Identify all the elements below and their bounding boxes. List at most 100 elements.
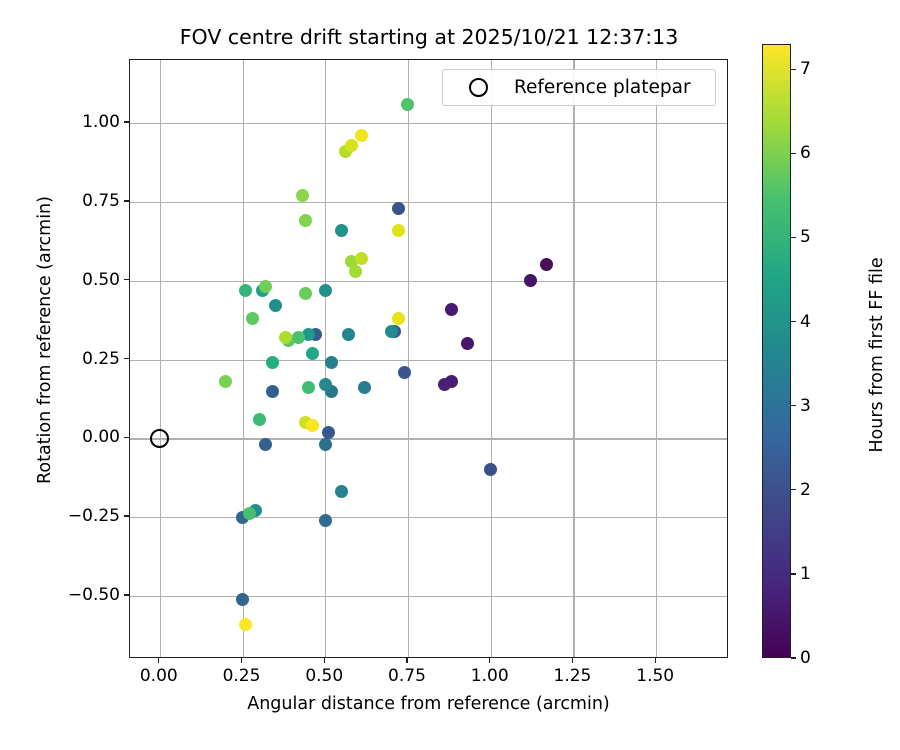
scatter-point bbox=[391, 201, 405, 215]
x-tick bbox=[571, 658, 574, 663]
scatter-point bbox=[265, 384, 279, 398]
y-tick bbox=[124, 121, 129, 123]
legend-entry-label: Reference platepar bbox=[514, 77, 691, 98]
scatter-point bbox=[239, 283, 253, 297]
scatter-point bbox=[302, 381, 316, 395]
scatter-point bbox=[540, 258, 554, 272]
x-tick-label: 0.75 bbox=[388, 666, 426, 686]
x-axis-label: Angular distance from reference (arcmin) bbox=[247, 694, 610, 714]
scatter-point bbox=[298, 214, 312, 228]
scatter-point bbox=[461, 337, 475, 351]
colorbar-tick bbox=[791, 657, 796, 659]
scatter-point bbox=[295, 189, 309, 203]
x-tick-label: 0.00 bbox=[139, 666, 178, 686]
scatter-point bbox=[523, 274, 537, 288]
scatter-point bbox=[269, 299, 283, 313]
gridline-vertical bbox=[573, 60, 575, 657]
x-tick-label: 0.25 bbox=[222, 666, 261, 686]
x-tick-label: 0.50 bbox=[305, 666, 344, 686]
colorbar-tick bbox=[791, 320, 796, 323]
colorbar-tick bbox=[791, 573, 796, 575]
colorbar-label: Hours from first FF file bbox=[867, 257, 887, 453]
scatter-point bbox=[219, 375, 233, 389]
gridline-horizontal bbox=[130, 201, 727, 204]
y-tick-label: −0.50 bbox=[67, 584, 120, 605]
colorbar-tick bbox=[791, 152, 796, 155]
legend[interactable]: Reference platepar bbox=[442, 69, 716, 106]
colorbar[interactable] bbox=[762, 44, 791, 658]
x-tick-label: 1.00 bbox=[470, 666, 509, 686]
scatter-point bbox=[322, 425, 336, 439]
scatter-point bbox=[384, 324, 398, 338]
gridline-vertical bbox=[490, 60, 492, 657]
scatter-point bbox=[355, 129, 369, 143]
colorbar-tick-label: 5 bbox=[800, 227, 811, 248]
scatter-point bbox=[318, 438, 332, 452]
scatter-point bbox=[279, 330, 293, 344]
scatter-point bbox=[245, 312, 259, 326]
y-axis-label: Rotation from reference (arcmin) bbox=[35, 196, 55, 484]
scatter-point bbox=[259, 438, 273, 452]
scatter-point bbox=[391, 223, 405, 237]
y-tick bbox=[124, 436, 129, 439]
scatter-point bbox=[355, 252, 369, 266]
gridline-vertical bbox=[159, 60, 161, 657]
gridline-horizontal bbox=[130, 595, 727, 598]
scatter-point bbox=[236, 592, 250, 606]
colorbar-tick-label: 2 bbox=[800, 479, 811, 500]
scatter-point bbox=[239, 617, 253, 631]
colorbar-tick-label: 4 bbox=[800, 311, 811, 332]
scatter-point bbox=[345, 138, 359, 152]
y-tick bbox=[124, 200, 129, 202]
gridline-horizontal bbox=[130, 359, 727, 361]
scatter-point bbox=[318, 283, 332, 297]
y-tick-label: 0.00 bbox=[82, 427, 120, 448]
y-tick bbox=[124, 278, 129, 281]
legend-open-circle-icon bbox=[469, 78, 488, 97]
y-tick-label: 1.00 bbox=[82, 112, 120, 133]
scatter-point bbox=[318, 378, 332, 392]
scatter-point bbox=[348, 264, 362, 278]
x-tick bbox=[406, 658, 408, 663]
colorbar-tick-label: 3 bbox=[800, 395, 811, 416]
scatter-point bbox=[391, 312, 405, 326]
y-tick-label: 0.50 bbox=[82, 269, 120, 290]
y-tick bbox=[124, 357, 129, 360]
scatter-point bbox=[401, 97, 415, 111]
plot-area[interactable] bbox=[129, 59, 728, 658]
x-tick-label: 1.25 bbox=[553, 666, 592, 686]
scatter-point bbox=[358, 381, 372, 395]
gridline-vertical bbox=[407, 60, 410, 657]
colorbar-tick-label: 1 bbox=[800, 563, 811, 584]
scatter-point bbox=[252, 412, 266, 426]
scatter-point bbox=[398, 365, 412, 379]
scatter-point bbox=[318, 513, 332, 527]
x-tick bbox=[323, 658, 325, 663]
colorbar-tick bbox=[791, 68, 796, 70]
colorbar-tick bbox=[791, 404, 796, 407]
gridline-horizontal bbox=[130, 280, 727, 282]
scatter-point bbox=[305, 346, 319, 360]
scatter-point bbox=[265, 356, 279, 370]
x-tick bbox=[654, 658, 656, 663]
scatter-point bbox=[341, 327, 355, 341]
scatter-point bbox=[444, 302, 458, 316]
x-tick bbox=[240, 658, 243, 663]
colorbar-tick-label: 7 bbox=[800, 59, 811, 80]
y-tick-label: 0.25 bbox=[82, 348, 120, 369]
gridline-horizontal bbox=[130, 517, 727, 519]
scatter-point bbox=[484, 463, 498, 477]
gridline-vertical bbox=[656, 60, 658, 657]
scatter-point bbox=[302, 327, 316, 341]
x-tick bbox=[489, 658, 491, 663]
scatter-point bbox=[437, 378, 451, 392]
y-tick-label: 0.75 bbox=[82, 190, 120, 211]
scatter-point bbox=[242, 507, 256, 521]
scatter-point bbox=[335, 223, 349, 237]
x-tick bbox=[158, 658, 160, 663]
scatter-point bbox=[305, 419, 319, 433]
colorbar-tick-label: 6 bbox=[800, 143, 811, 164]
x-tick-label: 1.50 bbox=[636, 666, 675, 686]
scatter-point bbox=[335, 485, 349, 499]
